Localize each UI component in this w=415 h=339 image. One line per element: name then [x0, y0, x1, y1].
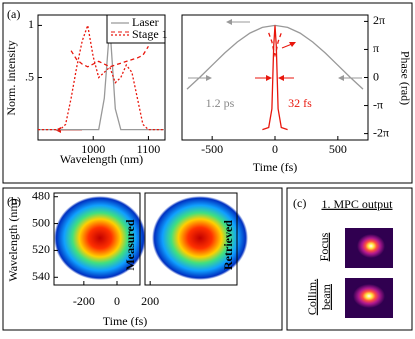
panel-label: (c)	[293, 196, 306, 210]
y2-tick-label: -π	[373, 97, 383, 111]
x-tick-label: 0	[114, 294, 120, 308]
x-tick-label: 0	[272, 142, 278, 156]
arrow-head	[206, 75, 212, 81]
heatmap-image	[152, 196, 248, 280]
annotation: 1.2 ps	[206, 96, 235, 110]
x-axis-label: Time (fs)	[253, 160, 298, 174]
beam-spot	[357, 234, 385, 258]
series-line	[268, 32, 282, 58]
arrow-head	[226, 19, 232, 25]
arrow-head	[266, 75, 272, 81]
y-tick-label: 480	[32, 188, 50, 202]
y2-tick-label: 2π	[373, 13, 385, 27]
series-line	[38, 22, 165, 131]
heatmap-label: Retrieved	[221, 220, 235, 270]
x-tick-label: 200	[141, 294, 159, 308]
panel-label: (a)	[7, 7, 20, 21]
arrow-head	[289, 42, 296, 47]
y2-tick-label: 0	[373, 69, 379, 83]
legend-box	[106, 14, 166, 44]
arrow-head	[278, 75, 284, 81]
beam-label: Focus	[317, 232, 331, 261]
legend-label: Stage 1	[132, 27, 168, 41]
x-axis-label: Wavelength (nm)	[60, 152, 143, 166]
arrow	[281, 43, 293, 49]
x-axis-label: Time (fs)	[103, 314, 148, 328]
y2-axis-label: Phase (rad)	[398, 51, 412, 105]
heatmap-image	[54, 196, 146, 280]
y-tick-label: .5	[25, 69, 34, 83]
x-tick-label: 500	[329, 142, 347, 156]
panel-frame	[2, 187, 283, 331]
y-tick-label: 1	[28, 17, 34, 31]
beam-label: beam	[319, 283, 333, 310]
mpc-title: 1. MPC output	[321, 197, 393, 211]
annotation: 32 fs	[288, 96, 312, 110]
y2-tick-label: -2π	[373, 125, 389, 139]
beam-label: Collim.	[305, 279, 319, 315]
panel-frame	[2, 2, 413, 184]
x-tick-label: 1000	[81, 142, 105, 156]
series-line	[70, 45, 149, 68]
heatmap-label: Measured	[123, 219, 137, 270]
panel-frame	[286, 187, 413, 331]
series-line	[262, 25, 288, 131]
y-tick-label: 520	[32, 242, 50, 256]
panel-label: (b)	[7, 194, 21, 208]
x-tick-label: 1100	[137, 142, 161, 156]
arrow-head	[338, 75, 344, 81]
y-axis-label: Norm. intensity	[4, 40, 18, 115]
heatmap-frame	[144, 192, 238, 286]
x-tick-label: -500	[201, 142, 223, 156]
x-tick-label: -200	[73, 294, 95, 308]
y-axis-label: Wavelength (nm)	[6, 198, 20, 281]
y-tick-label: 540	[32, 269, 50, 283]
heatmap-frame	[53, 192, 141, 286]
y-tick-label: 500	[32, 215, 50, 229]
legend-label: Laser	[132, 15, 159, 29]
y2-tick-label: π	[373, 41, 379, 55]
beam-spot	[353, 284, 385, 308]
